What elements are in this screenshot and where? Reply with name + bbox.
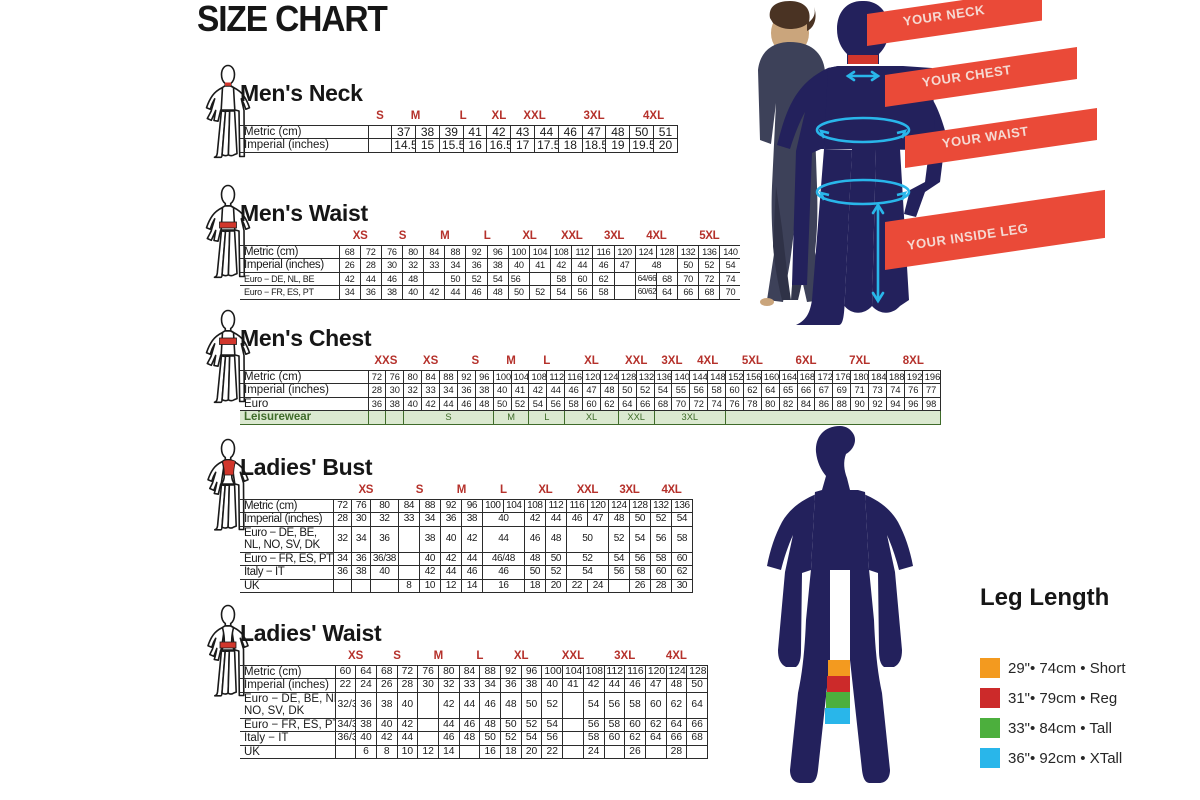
svg-text:31"• 79cm • Reg: 31"• 79cm • Reg bbox=[1008, 690, 1117, 707]
svg-text:Leg Length: Leg Length bbox=[980, 584, 1109, 611]
svg-text:33"• 84cm • Tall: 33"• 84cm • Tall bbox=[1008, 720, 1112, 737]
svg-text:36"• 92cm • XTall: 36"• 92cm • XTall bbox=[1008, 750, 1122, 767]
svg-text:29"• 74cm • Short: 29"• 74cm • Short bbox=[1008, 660, 1126, 677]
